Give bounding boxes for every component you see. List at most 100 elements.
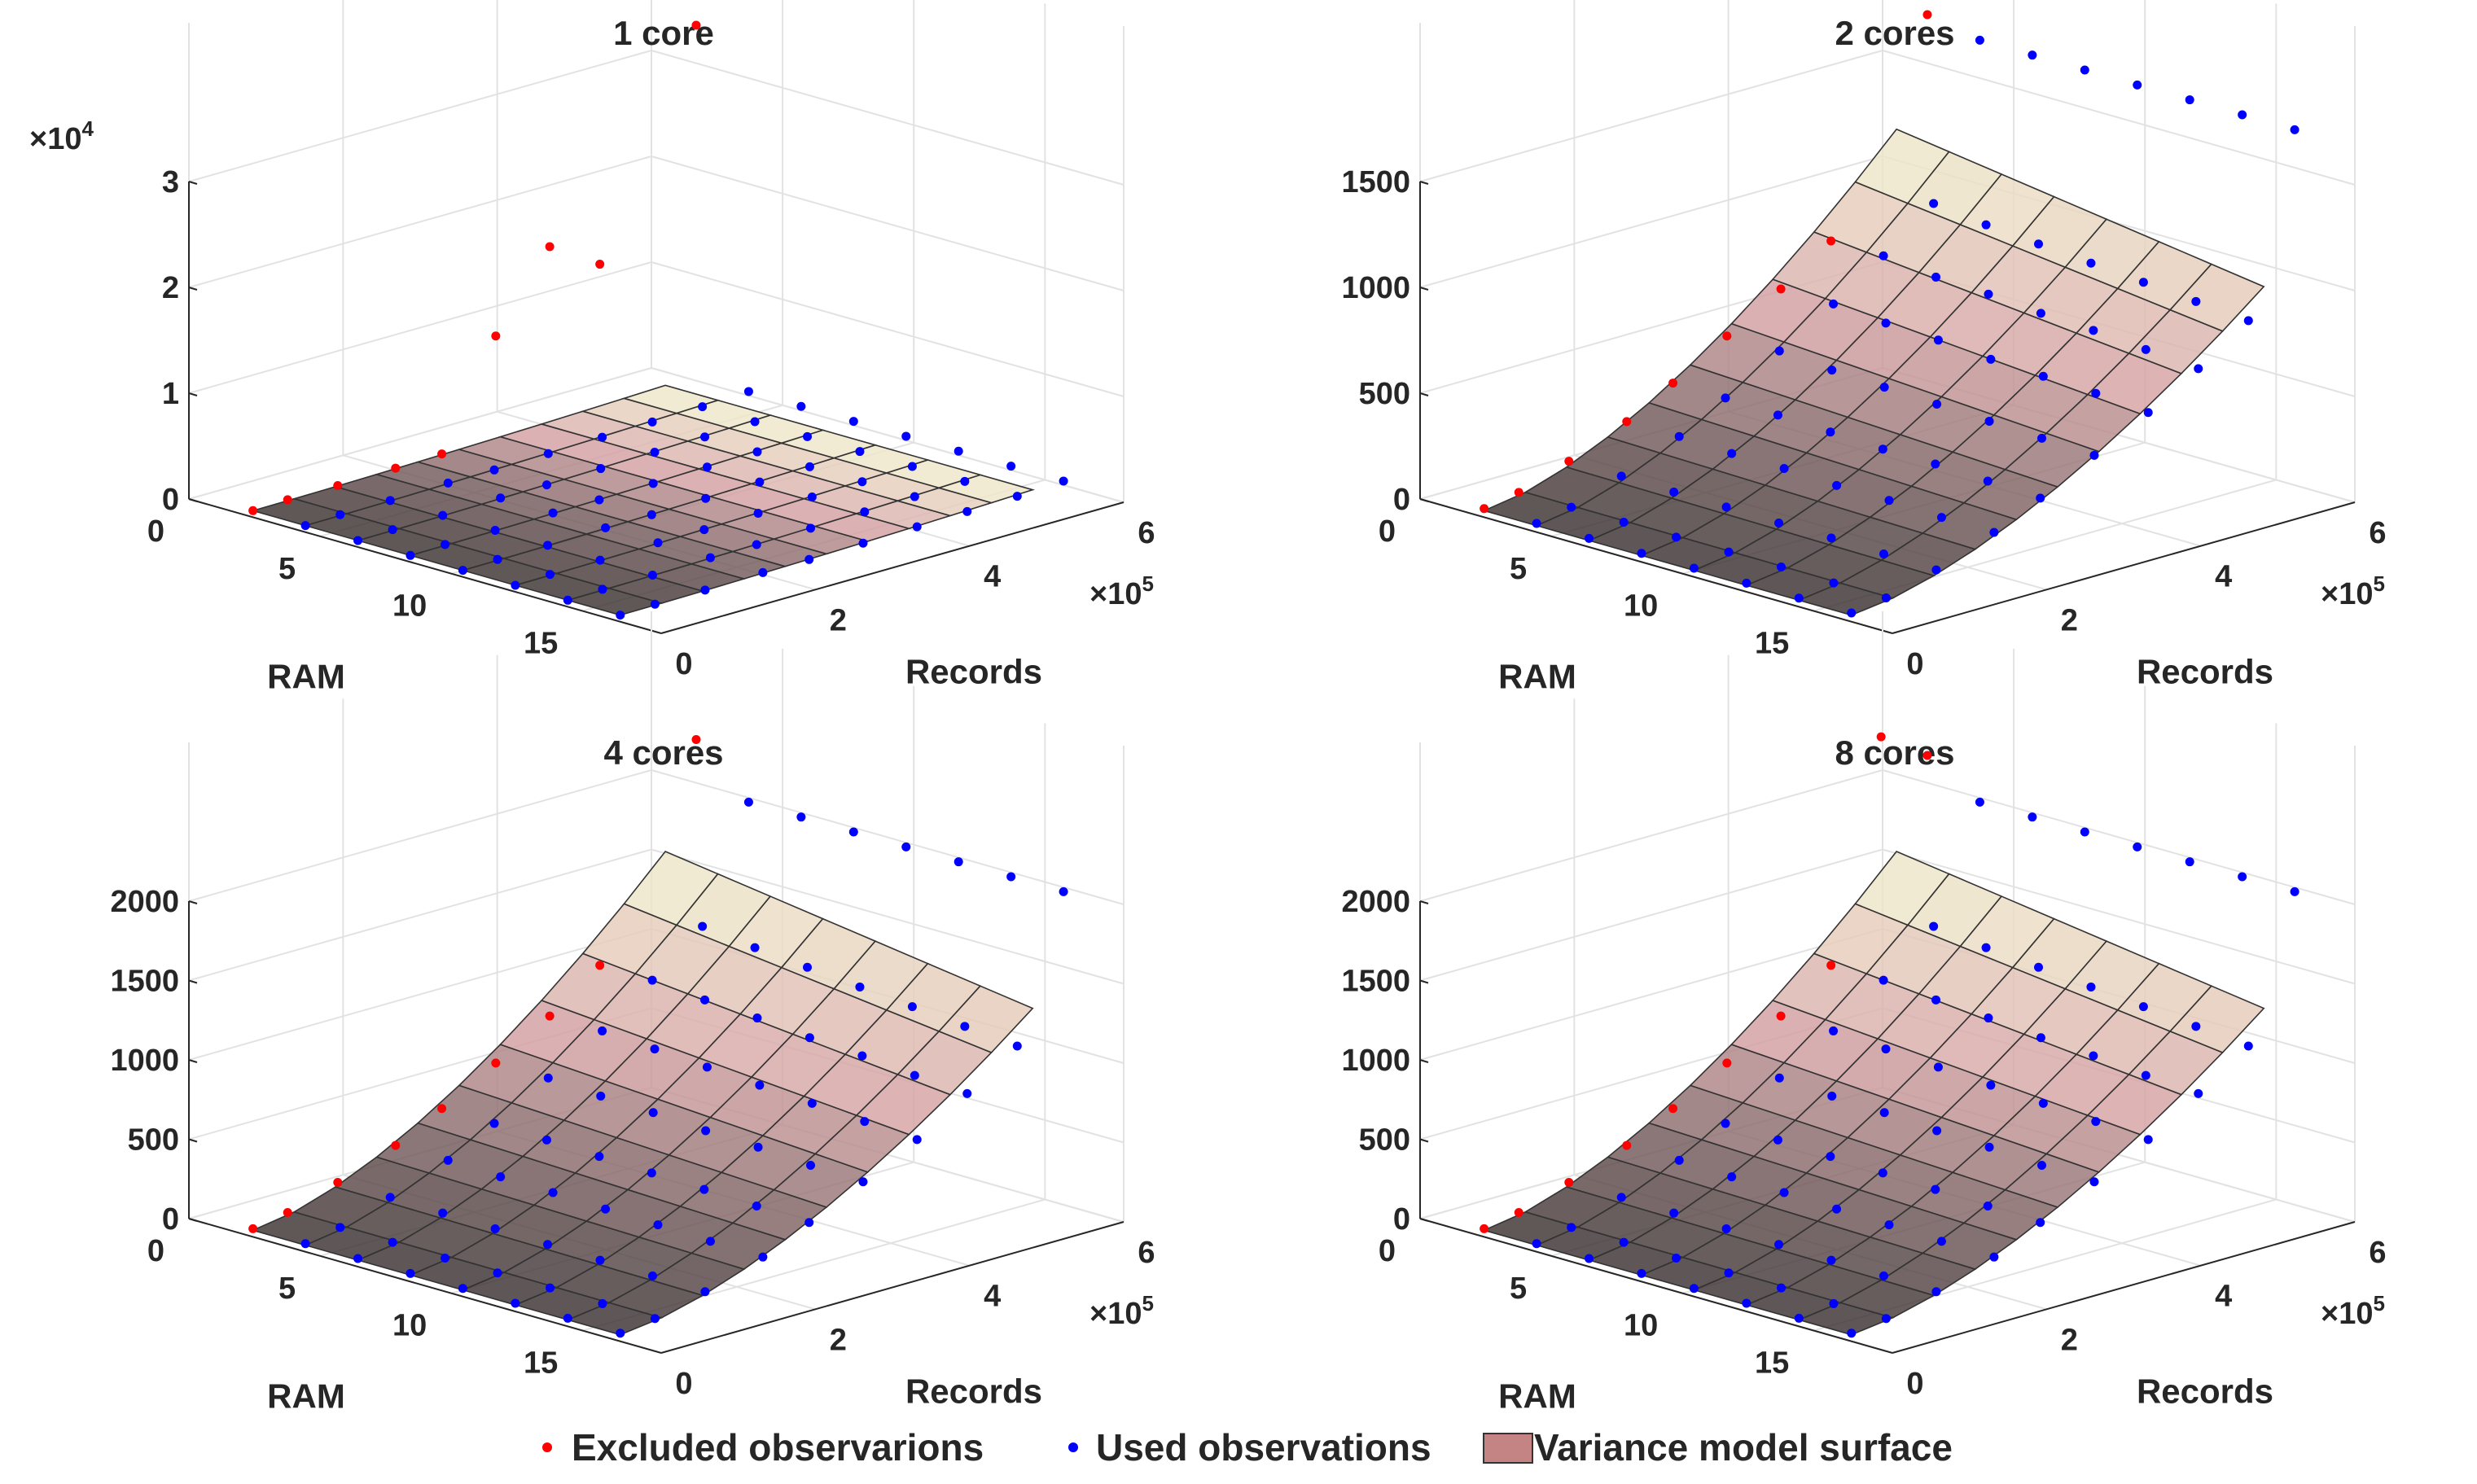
used-observation xyxy=(907,1002,917,1012)
used-observation xyxy=(598,1026,607,1035)
used-observation xyxy=(804,462,814,471)
used-observation xyxy=(2238,110,2247,120)
used-observation xyxy=(1932,1126,1942,1136)
used-observation xyxy=(2028,812,2037,822)
used-observation xyxy=(1674,431,1684,441)
used-observation xyxy=(2036,1218,2045,1228)
used-observation xyxy=(1724,1268,1734,1278)
used-observation xyxy=(901,842,911,851)
y-axis xyxy=(660,501,1125,634)
used-observation xyxy=(653,1220,663,1230)
used-observation xyxy=(438,510,448,520)
excluded-observation xyxy=(391,1140,401,1150)
excluded-observation xyxy=(391,463,401,473)
used-observation xyxy=(1616,1193,1626,1202)
used-observation xyxy=(1931,272,1941,282)
y-tick-label: 4 xyxy=(984,1280,1001,1314)
excluded-observation xyxy=(1776,284,1786,294)
used-observation xyxy=(1742,1298,1751,1308)
x-tick-label: 10 xyxy=(1624,589,1658,624)
used-observation xyxy=(543,449,553,458)
z-tick-label: 2 xyxy=(162,271,179,305)
used-observation xyxy=(653,538,663,548)
used-observation xyxy=(543,1240,553,1250)
used-observation xyxy=(545,570,555,580)
used-observation xyxy=(1879,549,1888,558)
used-observation xyxy=(700,432,710,442)
used-observation xyxy=(511,580,520,590)
y-tick-label: 4 xyxy=(2215,560,2232,594)
used-observation xyxy=(1779,463,1789,473)
excluded-observation xyxy=(1564,1178,1574,1188)
excluded-observation xyxy=(248,1224,258,1233)
used-observation xyxy=(2141,1070,2150,1080)
x-tick-label: 5 xyxy=(278,552,296,586)
used-observation xyxy=(960,476,970,486)
used-observation xyxy=(2138,278,2148,287)
excluded-observation xyxy=(1876,732,1886,742)
z-tick xyxy=(188,900,198,904)
y-exponent-power: 5 xyxy=(1142,1291,1153,1315)
z-tick xyxy=(188,1059,198,1063)
used-observation xyxy=(758,1252,768,1262)
used-observation xyxy=(1932,400,1942,409)
y-axis xyxy=(1892,501,2356,634)
used-observation xyxy=(1931,1287,1941,1297)
excluded-observation xyxy=(333,1178,343,1188)
used-observation xyxy=(388,1237,397,1247)
used-observation xyxy=(1884,1220,1894,1230)
legend-used-label: Used observations xyxy=(1096,1426,1431,1469)
used-observation xyxy=(300,521,310,531)
used-observation xyxy=(2037,1160,2047,1170)
axes: 0 1 2 3 0 5 10 15 0 2 4 6 ×105 ×104 RAM Records xyxy=(29,116,1155,696)
surface-cell xyxy=(1854,851,1950,926)
z-tick-label: 0 xyxy=(1393,483,1410,517)
used-observation xyxy=(1721,502,1731,512)
x-axis xyxy=(1419,1218,1893,1354)
used-observation xyxy=(441,1253,450,1263)
used-observation xyxy=(1006,462,1016,471)
used-observation xyxy=(698,921,708,931)
y-exponent-label: ×105 xyxy=(2321,571,2385,611)
used-observation xyxy=(648,479,658,488)
used-observation xyxy=(489,1118,499,1128)
used-observation xyxy=(650,1044,660,1054)
used-observation xyxy=(1826,1152,1835,1162)
grid-line xyxy=(188,261,652,394)
legend-surface-label: Variance model surface xyxy=(1534,1426,1953,1469)
y-tick-label: 0 xyxy=(1906,647,1923,681)
x-tick-label: 0 xyxy=(1379,1234,1396,1268)
used-observation xyxy=(901,431,911,441)
used-observation xyxy=(548,508,558,518)
used-observation xyxy=(1981,220,1991,230)
x-axis xyxy=(188,498,662,634)
used-observation xyxy=(1984,289,1993,299)
panel-title: 4 cores xyxy=(603,733,723,772)
used-observation xyxy=(2191,296,2201,306)
z-tick-label: 0 xyxy=(1393,1202,1410,1237)
used-observation xyxy=(496,493,506,503)
panel-1-core: 0 1 2 3 0 5 10 15 0 2 4 6 ×105 ×104 RAM Records 1 core xyxy=(29,0,1155,696)
used-observation xyxy=(806,1160,816,1170)
used-observation xyxy=(489,465,499,475)
used-observation xyxy=(443,1155,453,1165)
used-observation xyxy=(1776,563,1786,571)
used-observation xyxy=(1931,995,1941,1005)
used-observation xyxy=(388,525,397,535)
z-tick-label: 500 xyxy=(1359,377,1410,411)
used-observation xyxy=(2243,316,2253,326)
used-observation xyxy=(1881,1044,1891,1054)
used-observation xyxy=(353,1254,363,1263)
y-exponent-power: 5 xyxy=(1142,571,1153,596)
used-observation xyxy=(443,478,453,488)
used-observation xyxy=(1689,563,1699,573)
used-observation xyxy=(1933,335,1943,345)
used-observation xyxy=(1984,1142,1994,1152)
y-tick-label: 0 xyxy=(675,647,692,681)
used-observation xyxy=(1721,393,1730,403)
used-observation xyxy=(1829,1298,1839,1308)
used-observation xyxy=(700,585,710,595)
used-observation xyxy=(858,1177,868,1187)
used-observation xyxy=(1984,416,1994,426)
y-tick-label: 0 xyxy=(675,1367,692,1401)
